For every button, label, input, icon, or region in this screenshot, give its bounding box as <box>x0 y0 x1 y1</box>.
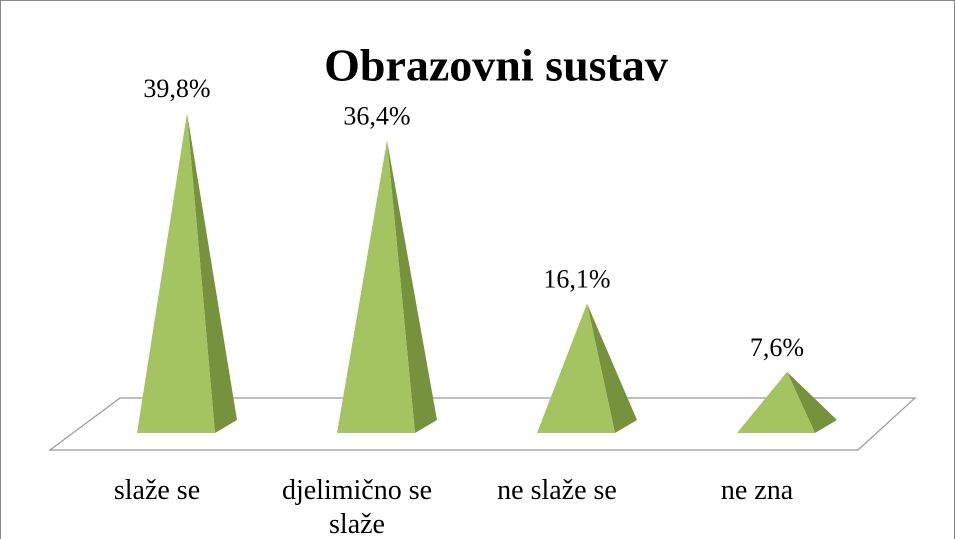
chart-title: Obrazovni sustav <box>324 40 668 91</box>
pyramid-side <box>187 113 237 433</box>
pyramid-front <box>337 140 415 434</box>
pyramid-front <box>137 113 215 433</box>
data-label: 16,1% <box>543 265 610 294</box>
pyramid-front <box>537 303 615 433</box>
floor <box>48 397 917 451</box>
data-label: 36,4% <box>343 101 410 130</box>
x-tick-label: slaže se <box>113 475 201 506</box>
x-tick-label: ne slaže se <box>497 475 617 506</box>
pyramid-side <box>387 140 437 434</box>
pyramid-side <box>587 303 637 433</box>
x-tick-label: djelimično se slaže <box>281 475 433 539</box>
x-tick-label: ne zna <box>720 475 794 506</box>
data-label: 39,8% <box>143 74 210 103</box>
pyramid-side <box>787 371 837 433</box>
data-label: 7,6% <box>750 333 804 362</box>
pyramid-front <box>737 371 815 433</box>
